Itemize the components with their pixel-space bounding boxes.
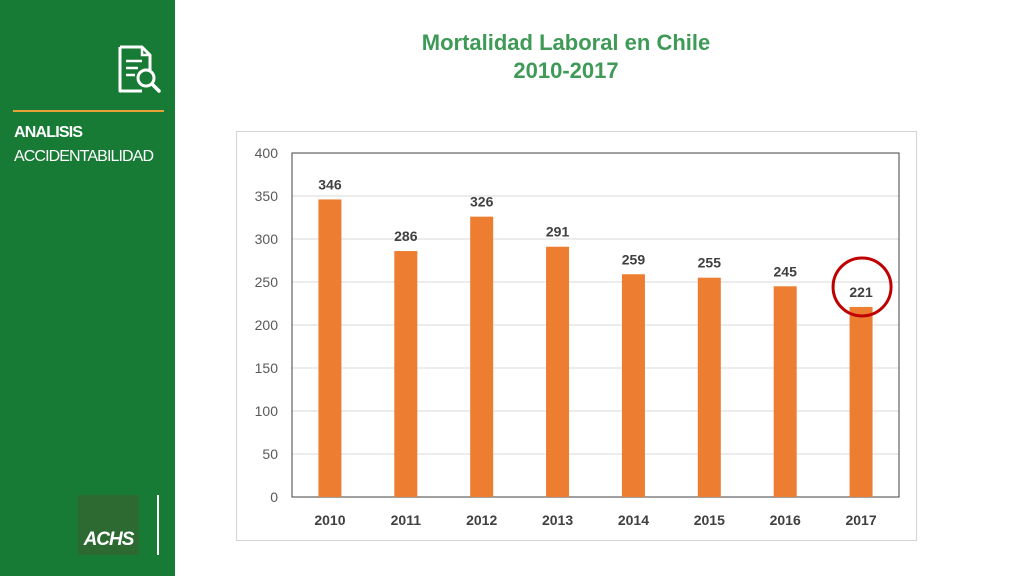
bar-2016: [773, 286, 797, 497]
chart-subtitle: 2010-2017: [513, 58, 619, 83]
document-search-icon: [118, 45, 161, 93]
data-label-2012: 326: [470, 194, 494, 210]
achs-logo: ACHS: [78, 495, 139, 555]
chart-container: 0 50 100 150 200 250 300 350 400 346 2010 286 2011 32…: [236, 131, 917, 541]
y-tick-label: 250: [255, 274, 279, 290]
bar-2014: [621, 274, 645, 497]
y-tick-label: 0: [270, 489, 278, 505]
bar-2011: [394, 251, 418, 497]
sidebar-divider: [13, 110, 164, 112]
x-tick-label-2012: 2012: [466, 512, 497, 528]
data-label-2013: 291: [546, 224, 570, 240]
bar-2015: [697, 277, 721, 497]
data-label-2015: 255: [698, 255, 722, 271]
logo-text: ACHS: [83, 529, 135, 550]
x-tick-label-2013: 2013: [542, 512, 573, 528]
section-subtitle: ACCIDENTABILIDAD: [14, 148, 154, 165]
sidebar: ANALISIS ACCIDENTABILIDAD ACHS: [0, 0, 175, 576]
x-tick-label-2016: 2016: [770, 512, 801, 528]
x-tick-label-2011: 2011: [391, 512, 422, 528]
section-title: ANALISIS: [14, 124, 83, 141]
bar-chart: 0 50 100 150 200 250 300 350 400 346 2010 286 2011 32…: [255, 145, 900, 528]
data-label-2016: 245: [774, 263, 798, 279]
y-tick-label: 400: [255, 145, 279, 161]
bar-2012: [470, 216, 494, 497]
y-tick-label: 350: [255, 188, 279, 204]
bar-2013: [546, 246, 570, 497]
y-tick-label: 200: [255, 317, 279, 333]
y-tick-label: 300: [255, 231, 279, 247]
x-tick-label-2015: 2015: [694, 512, 725, 528]
data-label-2010: 346: [318, 176, 342, 192]
x-tick-label-2017: 2017: [845, 512, 876, 528]
x-tick-label-2014: 2014: [618, 512, 649, 528]
plot-border: [291, 152, 900, 498]
y-tick-label: 150: [255, 360, 279, 376]
bar-2017: [849, 306, 873, 497]
data-label-2017: 221: [849, 284, 873, 300]
data-label-2014: 259: [622, 251, 646, 267]
bar-2010: [318, 199, 342, 497]
highlight-circle: [831, 256, 893, 318]
chart-title: Mortalidad Laboral en Chile: [421, 30, 711, 55]
logo-separator: [157, 495, 159, 555]
x-tick-label-2010: 2010: [314, 512, 345, 528]
y-tick-label: 100: [255, 403, 279, 419]
data-label-2011: 286: [394, 228, 418, 244]
y-tick-label: 50: [262, 446, 278, 462]
